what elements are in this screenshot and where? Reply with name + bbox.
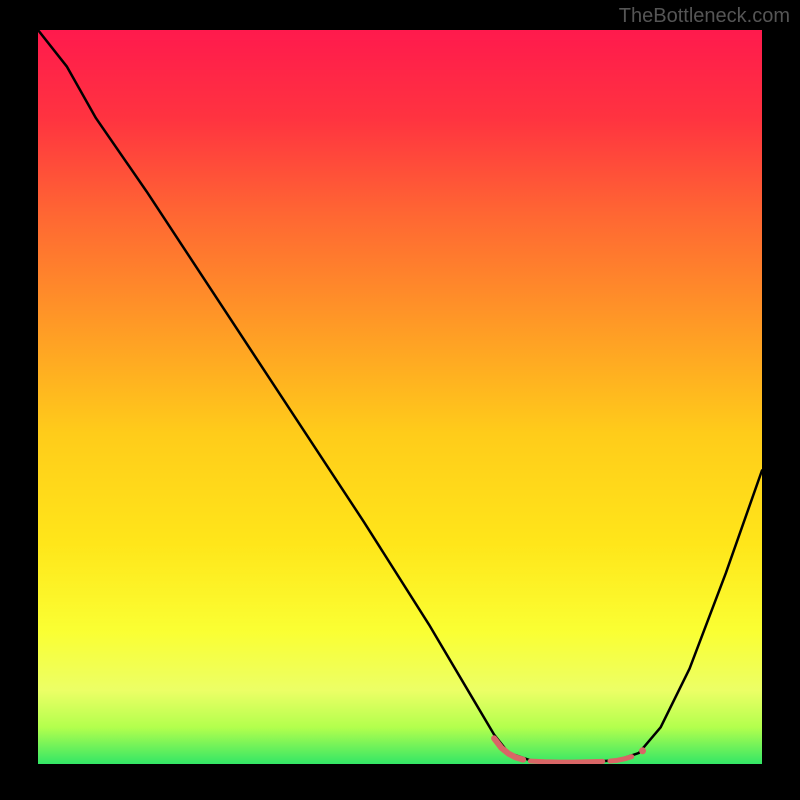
plot-area bbox=[38, 30, 762, 764]
marker-segment bbox=[530, 761, 602, 762]
marker-segment bbox=[610, 757, 632, 761]
marker-segment bbox=[494, 738, 523, 759]
bottleneck-curve bbox=[38, 30, 762, 762]
marker-group bbox=[494, 738, 646, 762]
watermark-text: TheBottleneck.com bbox=[619, 5, 790, 28]
curve-overlay bbox=[38, 30, 762, 764]
marker-dot bbox=[639, 747, 646, 754]
